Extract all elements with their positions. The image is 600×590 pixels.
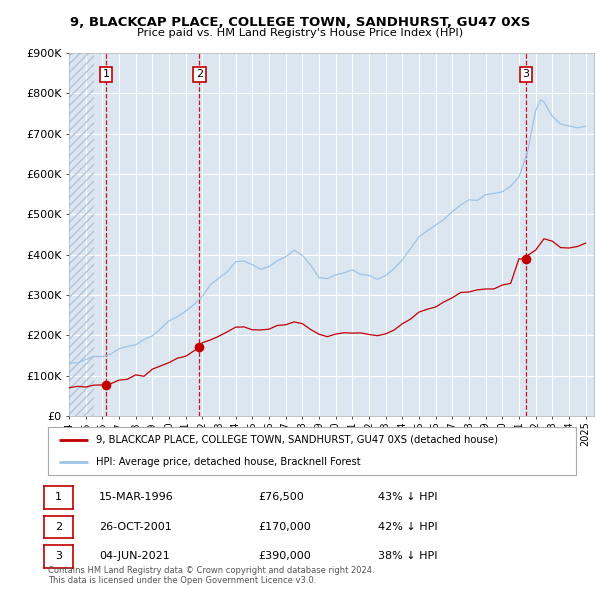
Text: Price paid vs. HM Land Registry's House Price Index (HPI): Price paid vs. HM Land Registry's House … [137, 28, 463, 38]
Text: 38% ↓ HPI: 38% ↓ HPI [378, 552, 437, 561]
Text: 42% ↓ HPI: 42% ↓ HPI [378, 522, 437, 532]
Text: 1: 1 [103, 70, 109, 80]
Text: 2: 2 [55, 522, 62, 532]
Text: £170,000: £170,000 [258, 522, 311, 532]
Text: 9, BLACKCAP PLACE, COLLEGE TOWN, SANDHURST, GU47 0XS: 9, BLACKCAP PLACE, COLLEGE TOWN, SANDHUR… [70, 16, 530, 29]
Text: 26-OCT-2001: 26-OCT-2001 [99, 522, 172, 532]
Text: £390,000: £390,000 [258, 552, 311, 561]
Text: 1: 1 [55, 493, 62, 502]
Text: 3: 3 [523, 70, 530, 80]
Text: 43% ↓ HPI: 43% ↓ HPI [378, 493, 437, 502]
Text: 15-MAR-1996: 15-MAR-1996 [99, 493, 174, 502]
Text: 04-JUN-2021: 04-JUN-2021 [99, 552, 170, 561]
Text: 2: 2 [196, 70, 203, 80]
Text: £76,500: £76,500 [258, 493, 304, 502]
Text: HPI: Average price, detached house, Bracknell Forest: HPI: Average price, detached house, Brac… [95, 457, 360, 467]
Text: 9, BLACKCAP PLACE, COLLEGE TOWN, SANDHURST, GU47 0XS (detached house): 9, BLACKCAP PLACE, COLLEGE TOWN, SANDHUR… [95, 435, 497, 445]
Bar [69, 53, 94, 416]
Text: 3: 3 [55, 552, 62, 561]
Text: Contains HM Land Registry data © Crown copyright and database right 2024.
This d: Contains HM Land Registry data © Crown c… [48, 566, 374, 585]
